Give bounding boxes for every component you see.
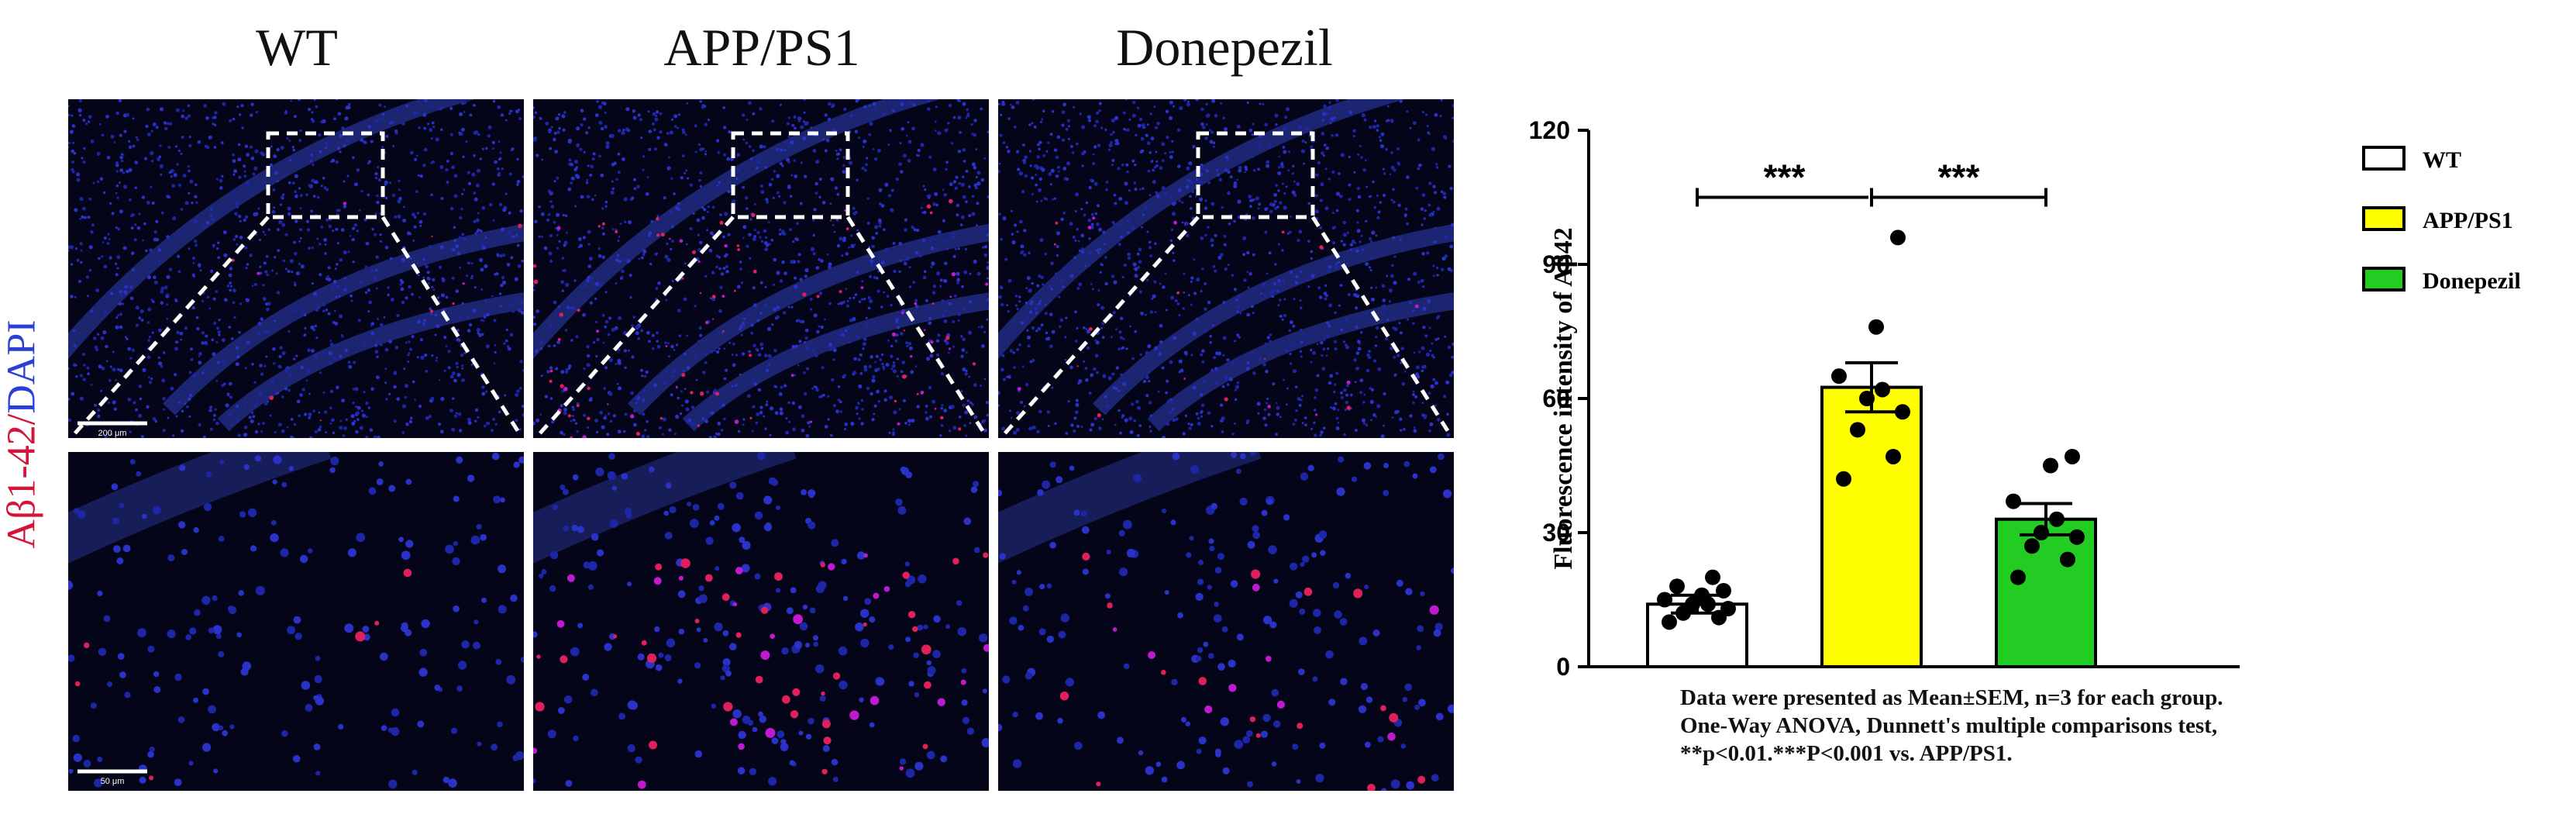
data-point	[1836, 471, 1851, 487]
data-point	[2069, 529, 2085, 545]
abeta-label: Aβ1-42	[0, 425, 44, 549]
data-point	[1705, 569, 1720, 585]
significance-bracket	[1870, 188, 2047, 207]
y-tick-label: 120	[1529, 116, 1570, 144]
data-point	[1720, 601, 1736, 617]
micrograph-app-ps1-detail	[533, 452, 989, 791]
data-point	[1890, 229, 1906, 246]
data-point	[1662, 614, 1677, 630]
y-tick-label: 30	[1542, 519, 1570, 547]
note-line: **p<0.01.***P<0.001 vs. APP/PS1.	[1680, 741, 2013, 766]
micrograph-wt-detail	[68, 452, 524, 791]
legend-swatch	[2362, 267, 2406, 292]
data-point	[1716, 582, 1731, 599]
note-line: Data were presented as Mean±SEM, n=3 for…	[1680, 685, 2223, 710]
bar-chart: 0 30 60 90 120 Fluorescence intensity of Aβ42…	[1529, 116, 2521, 681]
data-point	[1669, 578, 1685, 595]
micrograph-wt-overview	[68, 99, 524, 438]
significance-label: ***	[1764, 157, 1806, 198]
data-point	[1657, 592, 1672, 608]
data-point	[1850, 422, 1865, 438]
data-point	[2065, 448, 2080, 464]
data-point	[2010, 569, 2026, 585]
data-point	[1694, 587, 1710, 603]
micrograph-donepezil-overview	[998, 99, 1454, 438]
legend-label: WT	[2423, 147, 2461, 173]
significance-label: ***	[1938, 157, 1980, 198]
data-point	[1868, 319, 1884, 335]
data-point	[1886, 448, 1901, 464]
column-title-donepezil: Donepezil	[1116, 18, 1333, 77]
data-point	[1895, 404, 1910, 420]
y-axis-label: Fluorescence intensity of Aβ42	[1549, 227, 1578, 569]
note-line: One-Way ANOVA, Dunnett's multiple compar…	[1680, 713, 2218, 738]
stain-label: Aβ1-42/DAPI	[0, 319, 45, 548]
column-title-wt: WT	[256, 18, 338, 77]
data-point	[1831, 368, 1847, 385]
legend-swatch	[2362, 206, 2406, 231]
legend-swatch	[2362, 146, 2406, 171]
bar-app-ps1	[1820, 385, 1923, 668]
column-title-app-ps1: APP/PS1	[663, 18, 860, 77]
statistics-note: Data were presented as Mean±SEM, n=3 for…	[1680, 684, 2223, 768]
dapi-label: DAPI	[0, 319, 44, 414]
data-point	[2043, 457, 2058, 474]
data-point	[1875, 381, 1890, 398]
data-point	[2060, 551, 2075, 568]
y-tick-label: 90	[1542, 250, 1570, 278]
data-point	[1859, 391, 1875, 406]
data-point	[2024, 538, 2040, 554]
micrograph-app-ps1-overview	[533, 99, 989, 438]
data-point	[2006, 493, 2021, 509]
data-point	[2049, 511, 2065, 527]
data-point	[2034, 525, 2049, 540]
legend-label: APP/PS1	[2423, 208, 2513, 233]
label-separator: /	[0, 413, 44, 426]
y-tick-label: 60	[1542, 385, 1570, 412]
legend-label: Donepezil	[2423, 268, 2521, 294]
y-tick-label: 0	[1556, 653, 1570, 681]
micrograph-donepezil-detail	[998, 452, 1454, 791]
